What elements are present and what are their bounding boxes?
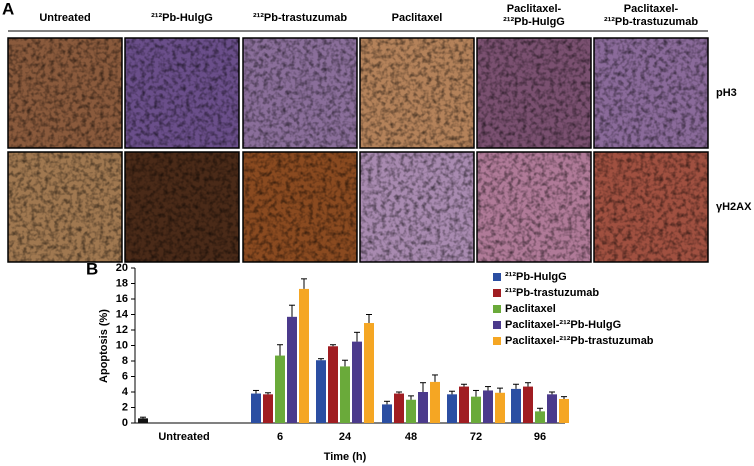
micrograph-texture — [594, 38, 708, 148]
x-tick-label: Untreated — [158, 431, 209, 443]
x-tick-label: 24 — [339, 431, 352, 443]
bar — [275, 356, 285, 423]
micrograph-texture — [8, 38, 122, 148]
x-tick-label: 72 — [470, 431, 482, 443]
micrograph-texture — [360, 38, 474, 148]
bar — [471, 397, 481, 423]
y-tick-label: 0 — [122, 417, 128, 429]
bar — [559, 399, 569, 423]
bar — [352, 342, 362, 423]
panel-label: A — [2, 0, 14, 18]
bar — [447, 394, 457, 423]
bar — [547, 394, 557, 423]
bar — [382, 404, 392, 423]
legend-swatch — [493, 289, 501, 297]
micrograph-texture — [360, 152, 474, 262]
micrograph-texture — [243, 152, 357, 262]
x-axis-title: Time (h) — [324, 451, 367, 463]
y-axis-title: Apoptosis (%) — [98, 309, 110, 383]
micrograph-texture — [8, 152, 122, 262]
x-tick-label: 96 — [534, 431, 546, 443]
bar — [394, 394, 404, 423]
bar — [328, 346, 338, 423]
y-tick-label: 14 — [116, 308, 129, 320]
bar — [406, 400, 416, 423]
bar — [251, 394, 261, 423]
column-header: Paclitaxel- — [624, 3, 679, 15]
y-tick-label: 18 — [116, 277, 128, 289]
micrograph-texture — [477, 38, 591, 148]
legend-label: Paclitaxel-²¹²Pb-HulgG — [505, 319, 621, 331]
bar — [483, 390, 493, 423]
row-label: pH3 — [716, 87, 737, 99]
x-tick-label: 6 — [277, 431, 283, 443]
y-tick-label: 16 — [116, 293, 128, 305]
legend-swatch — [493, 321, 501, 329]
micrograph-texture — [594, 152, 708, 262]
bar — [511, 389, 521, 423]
legend-label: Paclitaxel-²¹²Pb-trastuzumab — [505, 335, 654, 347]
y-tick-label: 2 — [122, 401, 128, 413]
bar — [523, 387, 533, 423]
y-tick-label: 6 — [122, 370, 128, 382]
column-header: Untreated — [39, 12, 90, 24]
column-header: ²¹²Pb-trastuzumab — [604, 16, 698, 28]
bar — [418, 392, 428, 423]
bar — [263, 394, 273, 423]
bar — [430, 382, 440, 423]
column-header: ²¹²Pb-HulgG — [151, 12, 213, 24]
y-tick-label: 4 — [122, 386, 129, 398]
x-tick-label: 48 — [405, 431, 417, 443]
legend-swatch — [493, 273, 501, 281]
bar — [316, 360, 326, 423]
bar — [459, 387, 469, 423]
column-header: ²¹²Pb-trastuzumab — [253, 12, 347, 24]
y-tick-label: 8 — [122, 355, 128, 367]
legend-label: Paclitaxel — [505, 303, 556, 315]
micrograph-texture — [243, 38, 357, 148]
y-tick-label: 10 — [116, 339, 128, 351]
micrograph-texture — [477, 152, 591, 262]
row-label: γH2AX — [716, 201, 752, 213]
column-header: ²¹²Pb-HulgG — [503, 16, 565, 28]
y-tick-label: 12 — [116, 324, 128, 336]
control-bar — [138, 418, 148, 423]
micrograph-texture — [125, 38, 239, 148]
bar — [287, 317, 297, 423]
bar — [535, 411, 545, 423]
legend-label: ²¹²Pb-trastuzumab — [505, 287, 599, 299]
column-header: Paclitaxel- — [507, 3, 562, 15]
legend-swatch — [493, 337, 501, 345]
bar — [299, 289, 309, 423]
legend-label: ²¹²Pb-HulgG — [505, 271, 567, 283]
bar — [495, 393, 505, 423]
micrograph-texture — [125, 152, 239, 262]
legend-swatch — [493, 305, 501, 313]
column-header: Paclitaxel — [392, 12, 443, 24]
y-tick-label: 20 — [116, 262, 128, 274]
bar — [364, 323, 374, 423]
bar — [340, 366, 350, 423]
